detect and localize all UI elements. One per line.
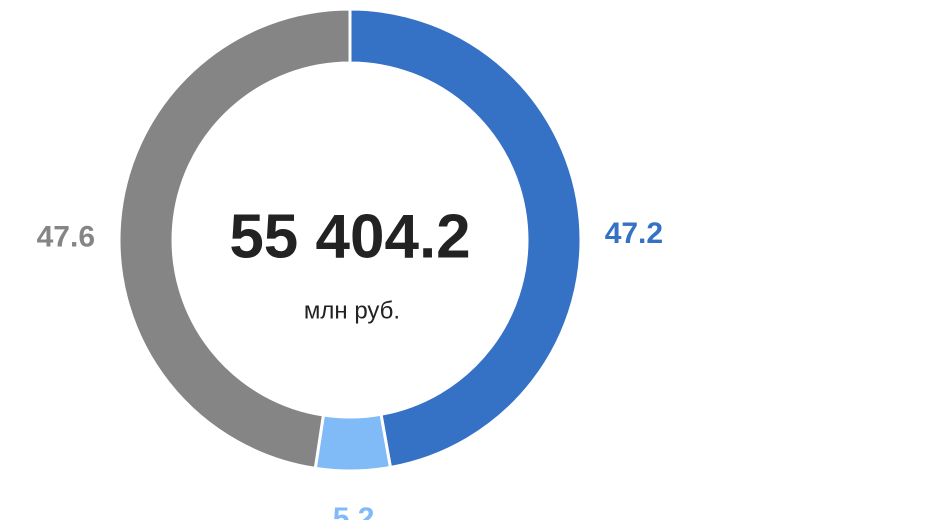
donut-segment bbox=[117, 7, 352, 471]
center-unit: млн руб. bbox=[304, 297, 400, 324]
data-label: 47.6 bbox=[37, 220, 95, 253]
donut-segment bbox=[348, 7, 583, 470]
donut-segment bbox=[313, 412, 393, 473]
data-label: 5.2 bbox=[333, 502, 375, 520]
center-total: 55 404.2 bbox=[229, 202, 470, 271]
data-label: 47.2 bbox=[605, 217, 663, 250]
